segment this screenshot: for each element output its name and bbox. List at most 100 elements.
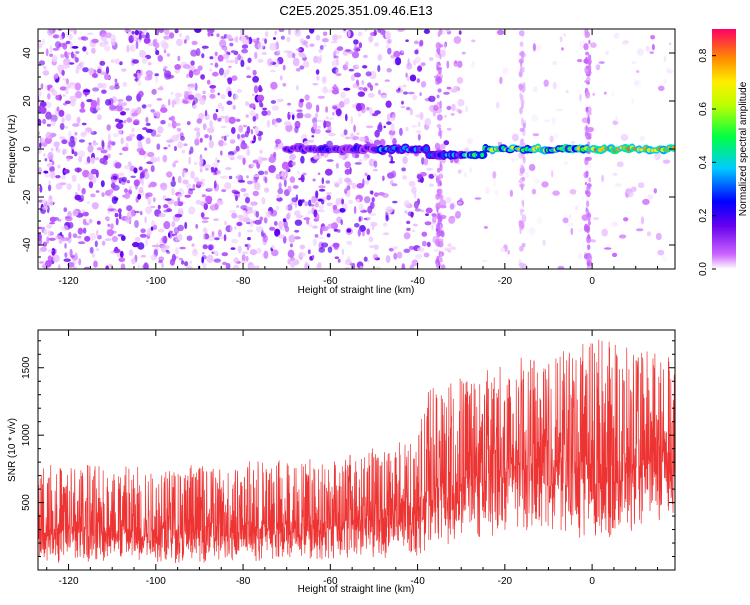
noise-speckle: [45, 260, 52, 268]
noise-speckle: [372, 253, 378, 260]
noise-speckle: [179, 246, 186, 250]
noise-speckle: [466, 137, 473, 145]
noise-speckle: [304, 94, 310, 101]
noise-speckle: [226, 68, 230, 75]
noise-speckle: [559, 36, 563, 43]
noise-speckle: [125, 215, 132, 224]
noise-speckle: [287, 249, 295, 258]
noise-speckle: [524, 172, 530, 178]
noise-speckle: [83, 89, 91, 93]
noise-speckle: [133, 73, 138, 77]
noise-speckle: [191, 40, 198, 46]
noise-speckle: [314, 128, 321, 135]
noise-speckle: [71, 46, 79, 49]
noise-speckle: [217, 92, 220, 96]
noise-speckle: [50, 132, 57, 137]
noise-speckle: [299, 65, 305, 70]
noise-speckle: [630, 186, 637, 192]
noise-speckle: [457, 109, 463, 114]
noise-speckle: [229, 42, 234, 47]
noise-speckle: [457, 169, 462, 174]
noise-speckle: [50, 119, 56, 127]
noise-speckle: [193, 176, 200, 183]
noise-speckle: [352, 136, 360, 140]
noise-speckle: [445, 29, 451, 33]
noise-speckle: [219, 115, 226, 119]
noise-speckle: [190, 60, 195, 66]
noise-speckle: [419, 112, 424, 121]
noise-speckle: [333, 84, 337, 88]
noise-speckle: [90, 168, 98, 175]
noise-speckle: [68, 34, 73, 40]
streak-speckle: [437, 44, 444, 48]
noise-speckle: [592, 217, 600, 221]
noise-speckle: [318, 185, 326, 189]
noise-speckle: [112, 175, 118, 180]
noise-speckle: [90, 130, 95, 134]
noise-speckle: [44, 101, 52, 109]
noise-speckle: [314, 201, 319, 208]
noise-speckle: [114, 58, 120, 65]
noise-speckle: [327, 246, 333, 253]
noise-speckle: [51, 247, 56, 256]
noise-speckle: [353, 46, 361, 52]
noise-speckle: [101, 82, 107, 89]
noise-speckle: [354, 223, 360, 228]
noise-speckle: [326, 233, 331, 238]
noise-speckle: [237, 245, 242, 254]
noise-speckle: [266, 110, 272, 116]
noise-speckle: [405, 72, 408, 78]
noise-speckle: [126, 205, 133, 212]
noise-speckle: [439, 143, 446, 150]
noise-speckle: [361, 230, 365, 237]
noise-speckle: [167, 123, 172, 128]
noise-speckle: [145, 122, 151, 126]
noise-speckle: [149, 181, 157, 188]
noise-speckle: [121, 102, 127, 107]
noise-speckle: [222, 53, 230, 60]
noise-speckle: [224, 115, 230, 124]
noise-speckle: [55, 235, 63, 240]
noise-speckle: [177, 224, 184, 232]
noise-speckle: [358, 159, 363, 163]
noise-speckle: [328, 117, 334, 120]
noise-speckle: [381, 94, 387, 99]
noise-speckle: [73, 151, 78, 157]
noise-speckle: [64, 100, 71, 105]
noise-speckle: [243, 217, 251, 223]
noise-speckle: [68, 231, 72, 239]
noise-speckle: [509, 189, 513, 197]
noise-speckle: [57, 264, 61, 269]
noise-speckle: [137, 264, 141, 269]
noise-speckle: [72, 123, 80, 127]
noise-speckle: [65, 216, 73, 222]
noise-speckle: [244, 101, 250, 107]
noise-speckle: [326, 159, 334, 162]
noise-speckle: [314, 234, 319, 238]
noise-speckle: [359, 225, 366, 232]
streak-speckle: [584, 31, 590, 38]
noise-speckle: [124, 188, 128, 193]
noise-speckle: [163, 221, 171, 230]
noise-speckle: [392, 246, 398, 250]
noise-speckle: [235, 195, 238, 202]
noise-speckle: [247, 57, 252, 63]
streak-speckle: [439, 257, 443, 263]
noise-speckle: [251, 93, 255, 97]
noise-speckle: [502, 67, 509, 75]
noise-speckle: [657, 249, 665, 256]
streak-speckle: [438, 188, 443, 195]
noise-speckle: [284, 121, 292, 126]
noise-speckle: [101, 192, 105, 198]
streak-speckle: [437, 219, 441, 227]
noise-speckle: [75, 51, 80, 54]
noise-speckle: [140, 254, 147, 258]
noise-speckle: [89, 232, 96, 241]
noise-speckle: [266, 119, 271, 128]
noise-speckle: [289, 243, 293, 248]
noise-speckle: [41, 137, 45, 143]
noise-speckle: [459, 197, 463, 203]
noise-speckle: [264, 38, 267, 44]
noise-speckle: [146, 228, 152, 237]
noise-speckle: [306, 35, 311, 40]
